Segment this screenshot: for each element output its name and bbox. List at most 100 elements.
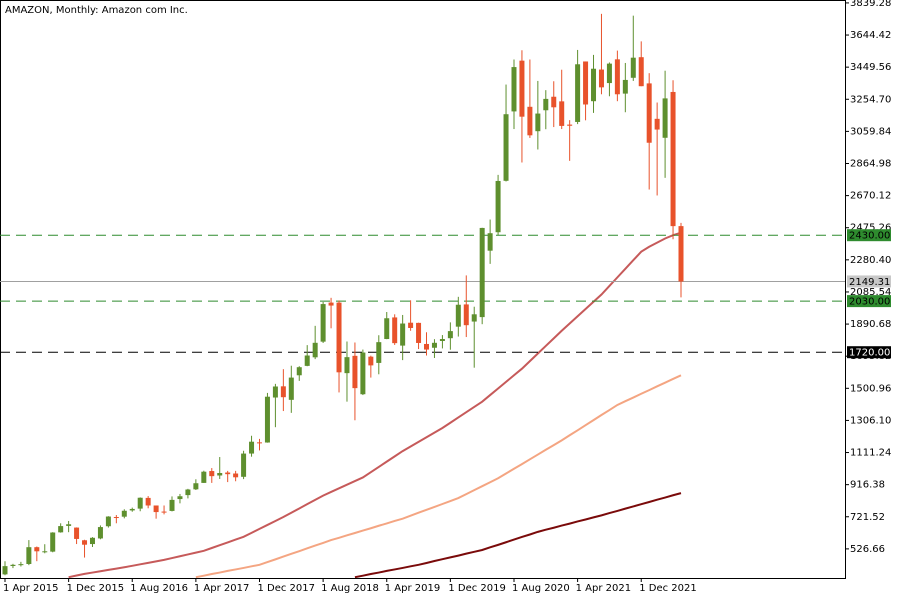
y-tick-label: 1500.96 [850, 383, 891, 394]
candle-body [551, 96, 557, 108]
candle-body [638, 57, 644, 87]
candle-body [567, 124, 573, 126]
y-tick-label: 526.66 [850, 544, 885, 555]
candle-body [320, 304, 326, 342]
candle-body [479, 227, 485, 318]
y-tick-label: 721.52 [850, 512, 885, 523]
candle-body [416, 322, 422, 343]
y-tick-label: 3644.42 [850, 30, 891, 41]
y-tick-label: 3254.70 [850, 94, 891, 105]
candle-body [97, 527, 103, 539]
level-box [847, 295, 891, 308]
candle-body [153, 505, 159, 513]
candle-body [105, 516, 111, 527]
candle-body [209, 471, 215, 477]
candle-body [82, 540, 88, 545]
x-tick-label: 1 Dec 2017 [257, 583, 315, 594]
x-tick-label: 1 Apr 2017 [194, 583, 249, 594]
candle-body [201, 471, 207, 483]
candle-body [264, 396, 270, 443]
candle-body [527, 106, 533, 136]
x-tick-label: 1 Aug 2018 [321, 583, 379, 594]
candle-body [606, 63, 612, 84]
candle-body [58, 526, 64, 533]
chart-title: AMAZON, Monthly: Amazon com Inc. [5, 5, 188, 16]
level-box [847, 346, 891, 359]
candle-body [622, 79, 628, 94]
candle-body [26, 547, 32, 564]
candle-body [352, 355, 358, 389]
candle-body [591, 68, 597, 102]
candle-body [654, 118, 660, 130]
candle-body [256, 442, 262, 444]
candle-body [18, 564, 24, 566]
candle-body [447, 331, 453, 339]
x-tick-label: 1 Dec 2021 [639, 583, 697, 594]
candle-body [161, 511, 167, 513]
candle-body [424, 343, 430, 350]
candle-body [511, 67, 517, 112]
x-tick-label: 1 Aug 2020 [512, 583, 570, 594]
candle-body [344, 357, 350, 374]
candle-body [646, 83, 652, 143]
candle-body [50, 532, 56, 552]
candle-body [129, 508, 135, 511]
candle-body [42, 551, 48, 553]
candle-body [431, 342, 437, 348]
y-tick-label: 2864.98 [850, 158, 891, 169]
y-tick-label: 2475.26 [850, 223, 891, 234]
x-tick-label: 1 Aug 2016 [130, 583, 188, 594]
candle-body [535, 113, 541, 132]
candle-body [137, 497, 143, 509]
moving-average [68, 231, 682, 578]
candle-body [312, 342, 318, 358]
candle-body [193, 483, 199, 490]
y-tick-label: 2280.40 [850, 255, 891, 266]
candle-body [598, 69, 604, 88]
candle-body [463, 304, 469, 326]
moving-average [195, 374, 682, 578]
candle-body [89, 537, 95, 545]
y-tick-label: 1890.68 [850, 319, 891, 330]
level-box [847, 229, 891, 242]
y-tick-label: 2085.54 [850, 287, 891, 298]
candle-body [296, 367, 302, 376]
candle-body [678, 226, 684, 282]
x-tick-label: 1 Apr 2019 [385, 583, 440, 594]
candle-body [10, 564, 16, 566]
x-tick-label: 1 Dec 2019 [448, 583, 506, 594]
candle-body [304, 355, 310, 366]
last-price-box [847, 275, 891, 288]
candle-body [185, 489, 191, 496]
candle-body [249, 441, 255, 454]
candle-body [575, 64, 581, 122]
candle-body [384, 318, 390, 340]
y-tick-label: 3059.84 [850, 126, 891, 137]
candle-body [169, 499, 175, 511]
candle-body [225, 472, 231, 475]
plot-frame [0, 0, 846, 579]
candle-body [408, 322, 414, 328]
candle-body [543, 98, 549, 111]
candle-body [328, 302, 334, 306]
last-price-label: 2149.31 [849, 277, 890, 288]
y-tick-label: 3839.28 [850, 0, 891, 9]
x-tick-label: 1 Apr 2021 [576, 583, 631, 594]
candle-body [145, 497, 151, 506]
candle-body [519, 60, 525, 117]
candle-body [2, 566, 8, 575]
candle-body [614, 59, 620, 95]
candle-body [336, 302, 342, 373]
candle-body [376, 342, 382, 363]
candle-body [66, 524, 72, 526]
x-tick-label: 1 Dec 2015 [67, 583, 125, 594]
candle-body [559, 101, 565, 126]
candle-body [583, 61, 589, 105]
candle-body [439, 339, 445, 341]
candle-body [74, 527, 80, 539]
candle-body [34, 547, 40, 552]
y-tick-label: 916.38 [850, 480, 885, 491]
candle-body [503, 114, 509, 181]
y-tick-label: 3449.56 [850, 62, 891, 73]
candle-body [272, 386, 278, 398]
